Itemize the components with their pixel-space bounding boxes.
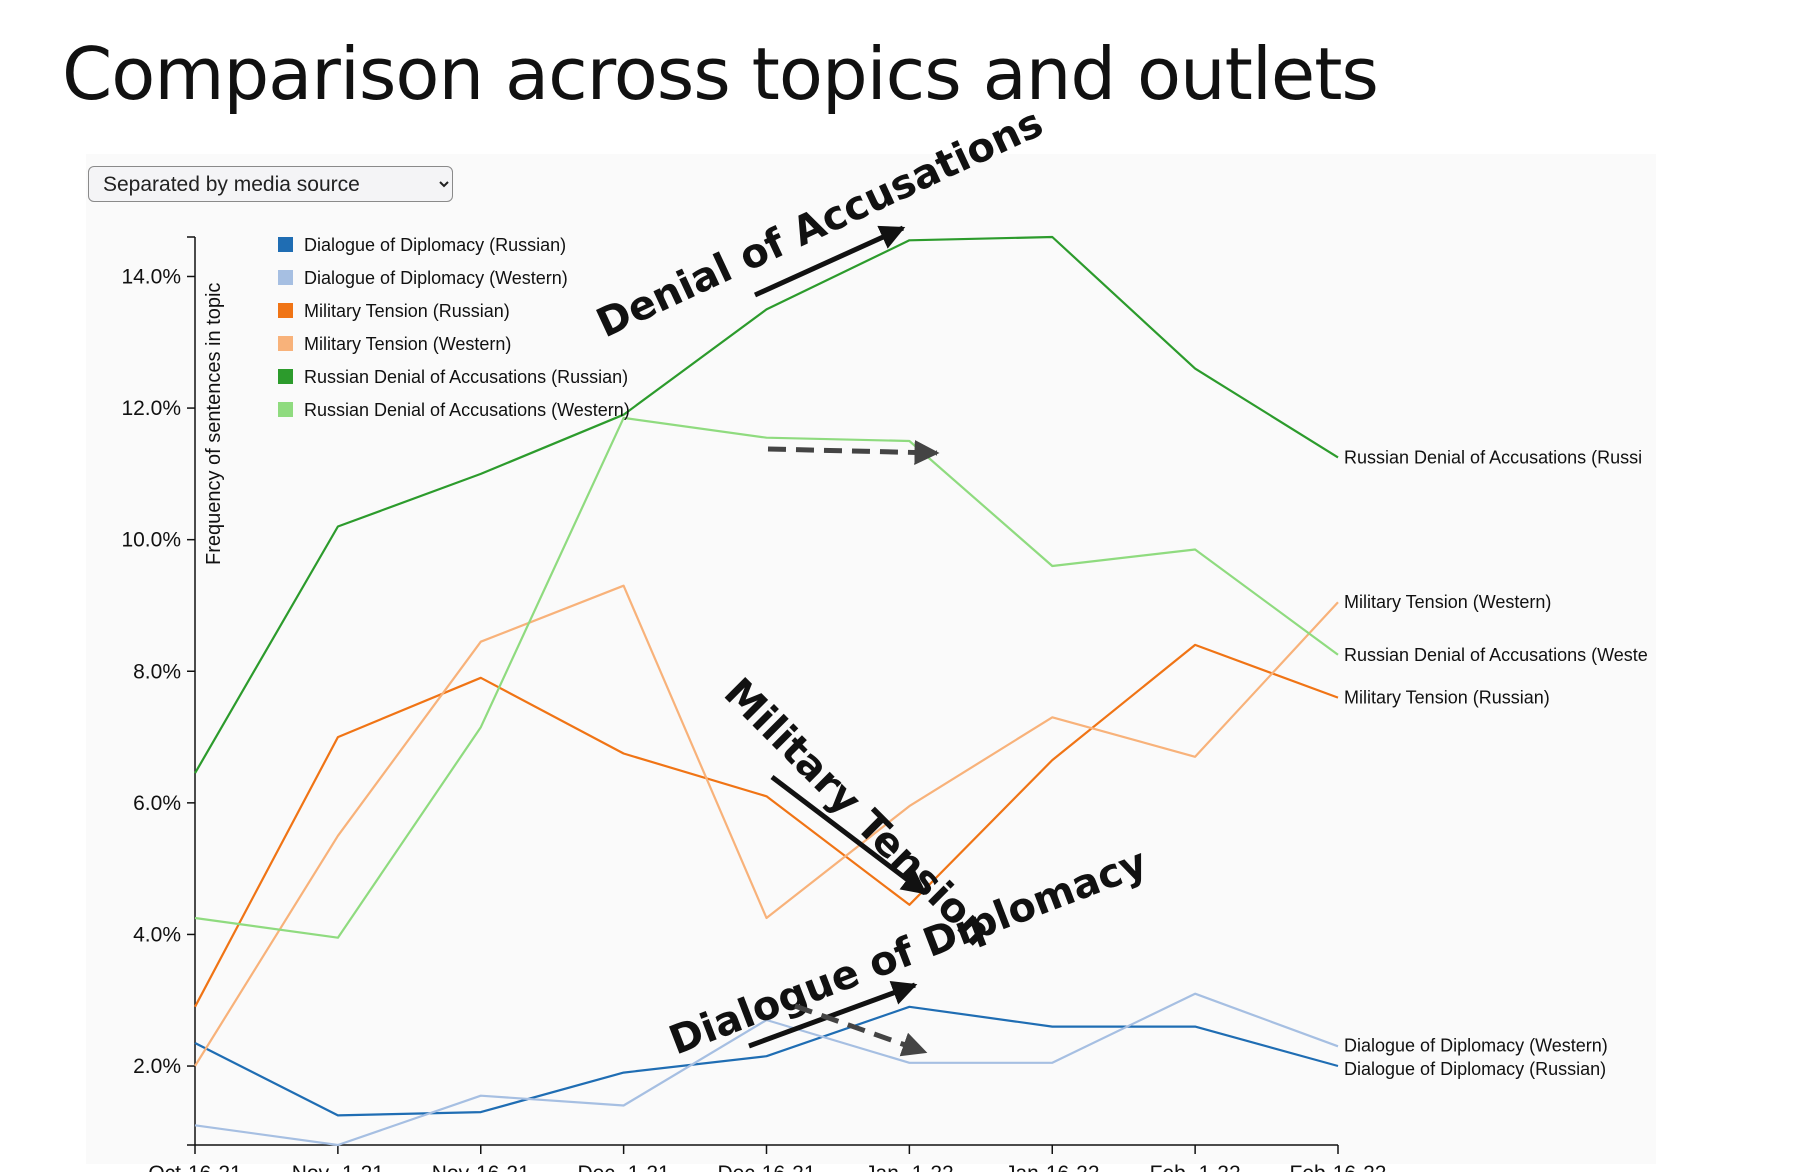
series-line — [194, 643, 1339, 1008]
dashed-arrow — [794, 1003, 928, 1057]
y-tick-label: 4.0% — [133, 923, 181, 946]
legend-label: Military Tension (Russian) — [304, 301, 510, 321]
series-line — [194, 1005, 1339, 1117]
legend-label: Russian Denial of Accusations (Russian) — [304, 367, 628, 387]
legend: Dialogue of Diplomacy (Russian) Dialogue … — [278, 235, 630, 420]
y-axis-title: Frequency of sentences in topic — [203, 283, 225, 565]
series-line — [194, 416, 1339, 939]
series-end-label: Dialogue of Diplomacy (Western) — [1344, 1035, 1608, 1055]
x-tick-label: Dec-16-21 — [717, 1162, 815, 1172]
series-line — [194, 584, 1339, 1067]
y-tick-label: 2.0% — [133, 1055, 181, 1078]
series-end-label: Military Tension (Russian) — [1344, 688, 1550, 708]
legend-label: Dialogue of Diplomacy (Western) — [304, 268, 568, 288]
annotation-arrow — [770, 775, 927, 895]
chart-panel — [86, 154, 1656, 1164]
x-tick-label: Jan- 1-22 — [865, 1162, 954, 1172]
series-lines — [194, 235, 1339, 1147]
x-tick-label: Feb- 1-22 — [1150, 1162, 1241, 1172]
y-tick-label: 12.0% — [121, 397, 181, 420]
series-end-label: Russian Denial of Accusations (Weste — [1344, 645, 1648, 665]
axes: 2.0% 4.0% 6.0% 8.0% 10.0% 12.0% 14.0% Oct-16-21… — [121, 236, 1387, 1172]
legend-swatch — [278, 402, 293, 417]
page-title: Comparison across topics and outlets — [62, 32, 1379, 116]
view-mode-select[interactable]: Separated by media source — [88, 166, 453, 202]
legend-swatch — [278, 303, 293, 318]
series-line — [194, 992, 1339, 1147]
series-end-label: Military Tension (Western) — [1344, 592, 1551, 612]
x-tick-label: Nov-16-21 — [432, 1162, 530, 1172]
series-end-labels: Dialogue of Diplomacy (Russian) Dialogue … — [1344, 447, 1648, 1079]
annotation-text: Denial of Accusations — [590, 100, 1050, 347]
y-tick-label: 8.0% — [133, 660, 181, 683]
legend-swatch — [278, 336, 293, 351]
y-tick-label: 10.0% — [121, 529, 181, 552]
legend-swatch — [278, 270, 293, 285]
x-tick-label: Dec- 1-21 — [578, 1162, 670, 1172]
series-line — [194, 235, 1339, 774]
legend-label: Russian Denial of Accusations (Western) — [304, 400, 630, 420]
annotation-arrow — [753, 225, 906, 298]
annotation-arrow — [748, 981, 918, 1049]
x-tick-label: Feb-16-22 — [1290, 1162, 1387, 1172]
dashed-arrow — [767, 439, 940, 465]
y-tick-label: 6.0% — [133, 792, 181, 815]
legend-label: Military Tension (Western) — [304, 334, 511, 354]
y-tick-label: 14.0% — [121, 265, 181, 288]
legend-swatch — [278, 369, 293, 384]
legend-swatch — [278, 237, 293, 252]
series-end-label: Dialogue of Diplomacy (Russian) — [1344, 1059, 1606, 1079]
legend-label: Dialogue of Diplomacy (Russian) — [304, 235, 566, 255]
x-tick-label: Nov- 1-21 — [292, 1162, 384, 1172]
x-tick-label: Jan-16-22 — [1005, 1162, 1100, 1172]
x-tick-label: Oct-16-21 — [148, 1162, 241, 1172]
series-end-label: Russian Denial of Accusations (Russi — [1344, 447, 1642, 467]
